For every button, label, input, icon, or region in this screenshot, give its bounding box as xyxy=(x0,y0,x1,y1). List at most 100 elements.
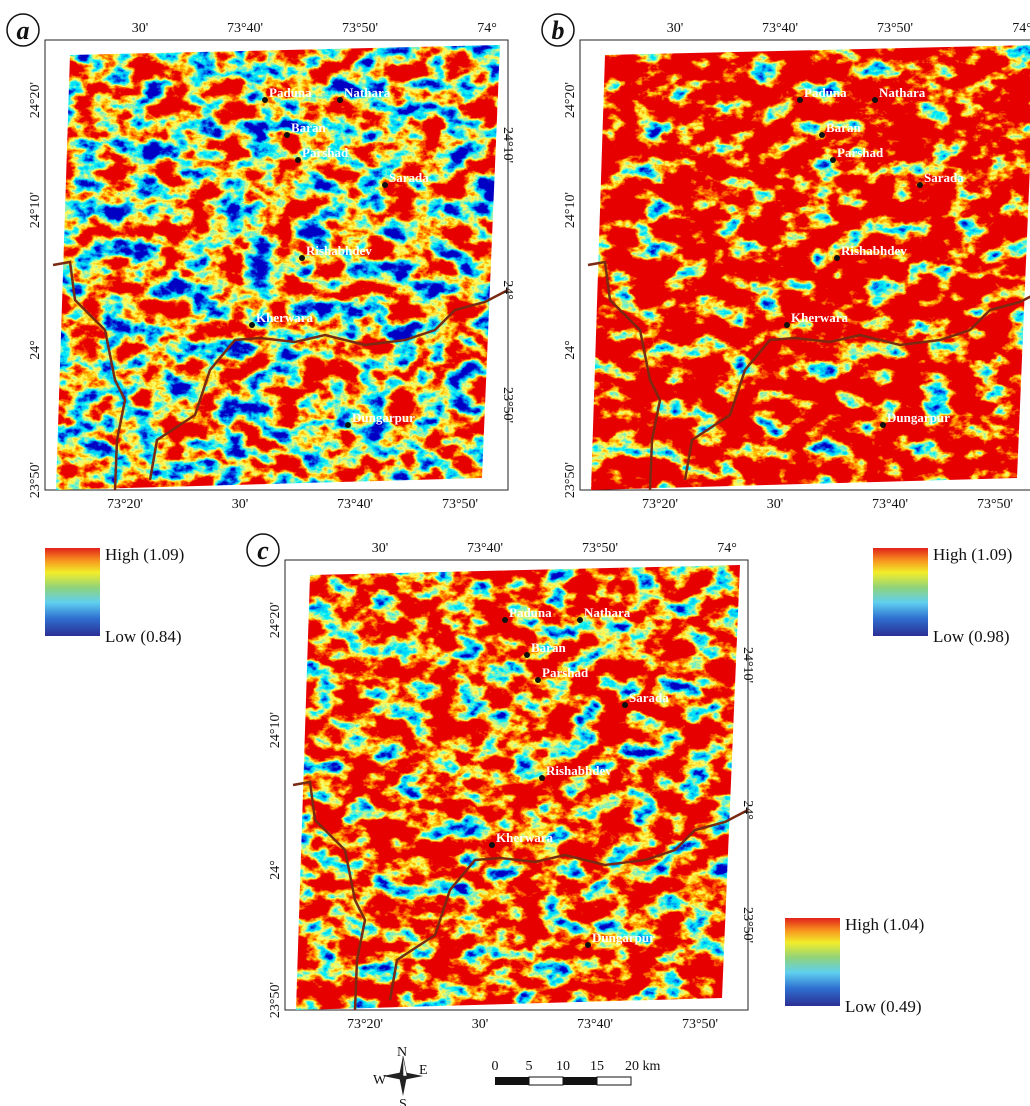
left-tick-label: 24° xyxy=(268,860,283,880)
legend-ramp xyxy=(785,918,840,1006)
place-label: Dungarpur xyxy=(352,410,415,425)
left-tick-label: 24°20' xyxy=(268,602,283,638)
right-tick-label: 24° xyxy=(740,800,755,820)
place-dot xyxy=(249,322,255,328)
place-dot xyxy=(262,97,268,103)
right-tick-label: 24° xyxy=(500,280,515,300)
right-tick-label: 24°10' xyxy=(500,127,515,163)
place-dot xyxy=(295,157,301,163)
bottom-tick-label: 73°40' xyxy=(872,497,908,512)
legend-high: High (1.04) xyxy=(845,915,924,934)
place-dot xyxy=(299,255,305,261)
scale-label: 0 xyxy=(492,1059,499,1074)
left-tick-label: 24°10' xyxy=(28,192,43,228)
legend-low: Low (0.49) xyxy=(845,997,921,1016)
place-dot xyxy=(917,182,923,188)
scale-bar xyxy=(495,1077,631,1085)
bottom-tick-label: 30' xyxy=(767,497,784,512)
legend-high: High (1.09) xyxy=(933,545,1012,564)
panel-letter: a xyxy=(17,16,30,45)
bottom-tick-label: 73°20' xyxy=(107,497,143,512)
raster-image xyxy=(580,40,1030,490)
left-tick-label: 23°50' xyxy=(28,462,43,498)
place-label: Kherwara xyxy=(496,830,554,845)
place-dot xyxy=(489,842,495,848)
place-dot xyxy=(284,132,290,138)
bottom-tick-label: 73°50' xyxy=(977,497,1013,512)
right-tick-label: 23°50' xyxy=(500,387,515,423)
place-label: Kherwara xyxy=(256,310,314,325)
place-label: Baran xyxy=(531,640,566,655)
place-dot xyxy=(382,182,388,188)
north-arrow: N E S W xyxy=(373,1045,428,1106)
right-tick-label: 23°50' xyxy=(740,907,755,943)
bottom-tick-label: 30' xyxy=(472,1017,489,1032)
left-tick-label: 23°50' xyxy=(563,462,578,498)
left-tick-label: 24°10' xyxy=(268,712,283,748)
place-label: Paduna xyxy=(804,85,847,100)
bottom-tick-label: 73°20' xyxy=(642,497,678,512)
legend-low: Low (0.98) xyxy=(933,627,1009,646)
place-dot xyxy=(585,942,591,948)
place-label: Nathara xyxy=(879,85,926,100)
place-label: Dungarpur xyxy=(592,930,655,945)
scale-label: 10 xyxy=(556,1059,570,1074)
compass-w: W xyxy=(373,1073,387,1088)
place-dot xyxy=(337,97,343,103)
raster xyxy=(580,40,1030,490)
place-dot xyxy=(880,422,886,428)
place-label: Parshad xyxy=(837,145,884,160)
place-dot xyxy=(819,132,825,138)
place-label: Nathara xyxy=(344,85,391,100)
bottom-tick-label: 73°40' xyxy=(577,1017,613,1032)
compass-e: E xyxy=(419,1063,428,1078)
left-tick-label: 23°50' xyxy=(268,982,283,1018)
raster xyxy=(45,40,508,490)
legend-high: High (1.09) xyxy=(105,545,184,564)
scale-label: 15 xyxy=(590,1059,604,1074)
bottom-tick-label: 73°50' xyxy=(442,497,478,512)
place-dot xyxy=(535,677,541,683)
place-label: Paduna xyxy=(269,85,312,100)
right-tick-label: 24°10' xyxy=(740,647,755,683)
place-label: Rishabhdev xyxy=(841,243,907,258)
place-dot xyxy=(622,702,628,708)
legend-ramp xyxy=(45,548,100,636)
place-label: Sarada xyxy=(924,170,964,185)
raster xyxy=(285,560,748,1010)
top-tick-label: 74° xyxy=(1012,21,1030,36)
figure: N E S W 05101520 kma30'73°40'73°50'74°73… xyxy=(0,0,1030,1106)
bottom-tick-label: 73°40' xyxy=(337,497,373,512)
place-dot xyxy=(524,652,530,658)
legend-low: Low (0.84) xyxy=(105,627,181,646)
place-label: Dungarpur xyxy=(887,410,950,425)
top-tick-label: 73°50' xyxy=(877,21,913,36)
place-dot xyxy=(872,97,878,103)
place-label: Baran xyxy=(826,120,861,135)
top-tick-label: 73°40' xyxy=(227,21,263,36)
place-label: Rishabhdev xyxy=(306,243,372,258)
left-tick-label: 24°20' xyxy=(563,82,578,118)
bottom-tick-label: 30' xyxy=(232,497,249,512)
place-label: Kherwara xyxy=(791,310,849,325)
place-dot xyxy=(797,97,803,103)
place-dot xyxy=(834,255,840,261)
top-tick-label: 73°50' xyxy=(342,21,378,36)
left-tick-label: 24°10' xyxy=(563,192,578,228)
left-tick-label: 24° xyxy=(28,340,43,360)
top-tick-label: 30' xyxy=(372,541,389,556)
scale-label: 20 km xyxy=(625,1059,661,1074)
place-label: Sarada xyxy=(389,170,429,185)
place-label: Rishabhdev xyxy=(546,763,612,778)
raster-image xyxy=(45,40,508,490)
top-tick-label: 74° xyxy=(477,21,497,36)
top-tick-label: 73°50' xyxy=(582,541,618,556)
place-label: Parshad xyxy=(302,145,349,160)
place-label: Nathara xyxy=(584,605,631,620)
panel-letter: b xyxy=(552,16,565,45)
top-tick-label: 74° xyxy=(717,541,737,556)
left-tick-label: 24°20' xyxy=(28,82,43,118)
place-dot xyxy=(502,617,508,623)
